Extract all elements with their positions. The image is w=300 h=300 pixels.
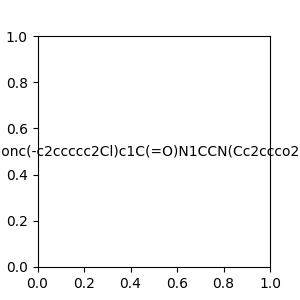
Text: Cc1onc(-c2ccccc2Cl)c1C(=O)N1CCN(Cc2ccco2)CC1: Cc1onc(-c2ccccc2Cl)c1C(=O)N1CCN(Cc2ccco2… <box>0 145 300 158</box>
